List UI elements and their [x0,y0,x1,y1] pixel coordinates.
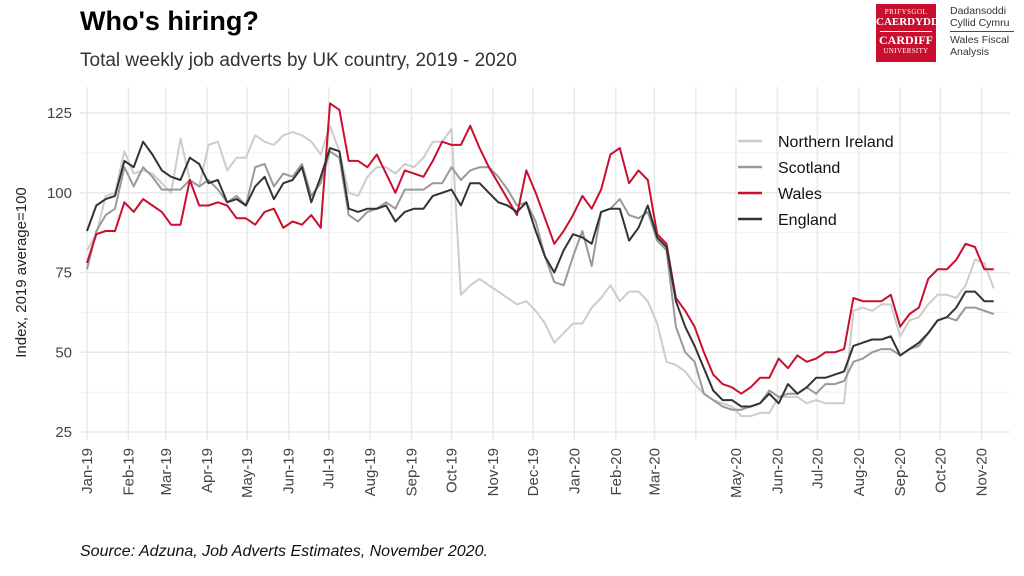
x-tick-label: Sep-20 [892,448,909,496]
x-tick-label: Apr-19 [199,448,216,493]
logo-line-4: UNIVERSITY [883,47,929,55]
y-tick-label: 125 [47,105,72,122]
logo-line-1: PRIFYSGOL [884,8,928,16]
legend-label-wales: Wales [778,186,822,203]
x-tick-label: Nov-19 [485,448,502,496]
y-axis-label: Index, 2019 average=100 [13,187,30,358]
brand-line-1: Dadansoddi [950,5,1007,17]
x-tick-label: Oct-19 [444,448,461,493]
cardiff-university-logo: PRIFYSGOL CAERDYDD CARDIFF UNIVERSITY [876,4,939,62]
series-line-england [86,140,994,408]
y-tick-label: 50 [55,344,72,361]
series-line-wales [86,102,994,395]
x-tick-label: Dec-19 [525,448,542,496]
source-note: Source: Adzuna, Job Adverts Estimates, N… [80,543,488,560]
legend-label-england: England [778,212,837,229]
x-tick-label: Sep-19 [403,448,420,496]
x-tick-label: May-19 [239,448,256,498]
x-tick-label: Oct-20 [932,448,949,493]
x-tick-label: Jun-19 [281,448,298,494]
logo-line-2: CAERDYDD [876,16,939,28]
logo-line-3: CARDIFF [879,33,933,47]
x-tick-label: Aug-19 [362,448,379,496]
x-tick-label: Mar-19 [158,448,175,496]
y-tick-label: 100 [47,185,72,202]
x-tick-label: Jun-20 [769,448,786,494]
y-tick-label: 25 [55,424,72,441]
x-tick-label: Feb-20 [608,448,625,496]
wales-fiscal-analysis-brand: Dadansoddi Cyllid Cymru Wales Fiscal Ana… [950,5,1014,58]
chart-title: Who's hiring? [80,6,259,36]
x-tick-label: Jan-19 [79,448,96,494]
chart-subtitle: Total weekly job adverts by UK country, … [80,50,517,71]
brand-line-2: Cyllid Cymru [950,17,1010,29]
x-tick-label: May-20 [728,448,745,498]
legend-label-scotland: Scotland [778,160,840,177]
legend-label-northern-ireland: Northern Ireland [778,134,894,151]
x-tick-label: Feb-19 [120,448,137,496]
x-tick-label: Jul-20 [809,448,826,489]
x-tick-label: Nov-20 [974,448,991,496]
x-tick-label: Mar-20 [646,448,663,496]
x-tick-label: Jan-20 [566,448,583,494]
y-tick-label: 75 [55,265,72,282]
brand-line-3: Wales Fiscal [950,34,1010,46]
series-line-northern-ireland [86,124,995,418]
x-tick-label: Jul-19 [321,448,338,489]
series-line-scotland [86,150,995,411]
x-tick-label: Aug-20 [851,448,868,496]
brand-line-4: Analysis [950,46,990,58]
